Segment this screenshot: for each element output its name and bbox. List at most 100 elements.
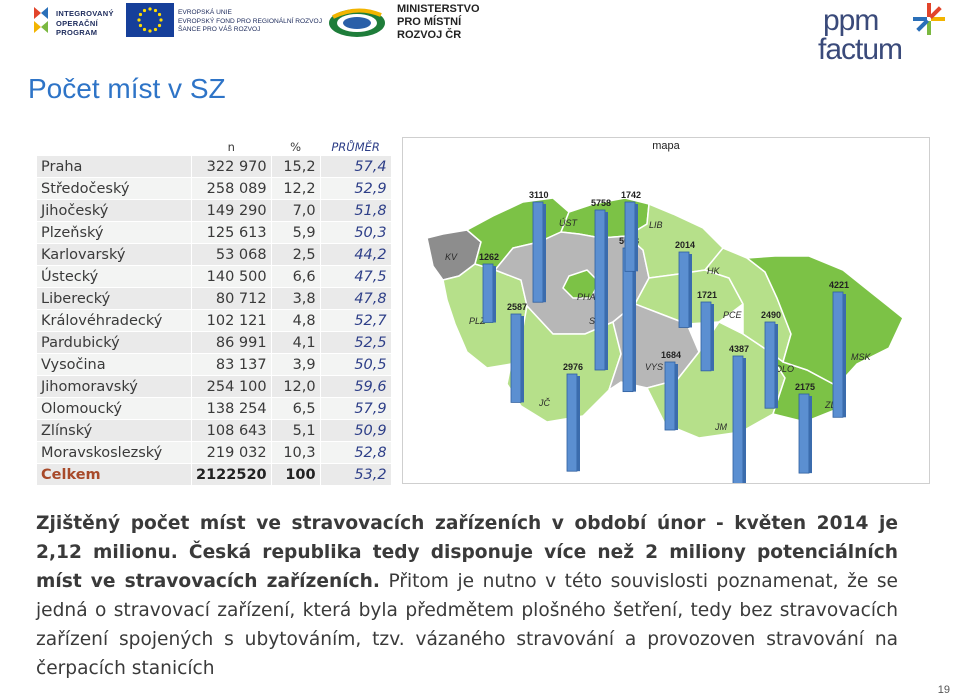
cell-region: Pardubický: [36, 331, 192, 354]
map-bar-value: 3110: [529, 190, 549, 200]
table-row: Ústecký 140 500 6,6 47,5: [36, 265, 392, 288]
map-bar: [732, 355, 744, 483]
map-bar: [624, 201, 636, 272]
cell-average: 57,4: [319, 155, 392, 178]
map-bar-side: [675, 364, 678, 431]
eu-star-icon: [157, 12, 162, 17]
cell-percent: 15,2: [270, 155, 321, 178]
table-row: Moravskoslezský 219 032 10,3 52,8: [36, 441, 392, 464]
map-region-code: JČ: [538, 398, 551, 408]
table-total-row: Celkem 2122520 100 53,2: [36, 463, 392, 486]
eu-star-icon: [138, 12, 143, 17]
map-region-code: ZLI: [824, 400, 839, 410]
map-bar: [764, 321, 776, 409]
summary-bold-text: Zjištěný počet míst ve stravovacích zaří…: [36, 513, 898, 592]
cell-n: 53 068: [191, 243, 272, 266]
cell-n: 108 643: [191, 419, 272, 442]
column-header-n: n: [191, 137, 272, 156]
ppm-factum-logo: ppm factum: [818, 2, 946, 66]
summary-normal-text: Přitom je nutno v této souvislosti pozna…: [36, 571, 898, 679]
table-row: Středočeský 258 089 12,2 52,9: [36, 177, 392, 200]
cell-n: 254 100: [191, 375, 272, 398]
table-row: Plzeňský 125 613 5,9 50,3: [36, 221, 392, 244]
eu-star-icon: [159, 18, 163, 22]
map-region-code: ÚST: [559, 218, 579, 228]
cell-average: 50,5: [319, 353, 392, 376]
map-region-code: LIB: [649, 220, 663, 230]
map-bar: [678, 251, 690, 328]
map-bar: [482, 263, 494, 323]
cell-region: Karlovarský: [36, 243, 192, 266]
mmr-logo-text: MINISTERSTVO PRO MÍSTNÍ ROZVOJ ČR: [397, 3, 480, 41]
map-bar-side: [635, 204, 638, 272]
eu-star-icon: [148, 7, 152, 11]
cell-region: Ústecký: [36, 265, 192, 288]
table-row: Olomoucký 138 254 6,5 57,9: [36, 397, 392, 420]
czech-map: KVPLZÚSTPHASTČLIBJČHKPCEVYSJMOLOZLIMSK 1…: [426, 190, 904, 483]
cell-average: 50,9: [319, 419, 392, 442]
cell-percent: 5,1: [270, 419, 321, 442]
page-number: 19: [937, 684, 950, 696]
mmr-swirl-icon: [329, 8, 385, 37]
total-percent: 100: [270, 463, 321, 486]
region-pha: [562, 269, 600, 299]
map-bar-side: [809, 396, 812, 474]
cell-percent: 6,6: [270, 265, 321, 288]
cell-percent: 5,9: [270, 221, 321, 244]
map-bar-value: 5758: [591, 198, 611, 208]
cell-n: 102 121: [191, 309, 272, 332]
column-header-percent: %: [270, 137, 321, 156]
cell-percent: 2,5: [270, 243, 321, 266]
map-bar-side: [605, 212, 608, 370]
cell-average: 52,7: [319, 309, 392, 332]
map-bar-value: 1742: [621, 190, 641, 200]
cell-average: 44,2: [319, 243, 392, 266]
cell-region: Vysočina: [36, 353, 192, 376]
ppm-star-icon: [913, 3, 945, 35]
cell-percent: 12,0: [270, 375, 321, 398]
cell-region: Olomoucký: [36, 397, 192, 420]
cell-region: Jihomoravský: [36, 375, 192, 398]
region-table: n % PRŮMĚR Praha 322 970 15,2 57,4 Středočes…: [36, 137, 392, 486]
map-region-code: KV: [445, 252, 458, 262]
map-region-code: PHA: [577, 292, 596, 302]
iop-mark-icon: [34, 7, 48, 33]
map-bar-side: [775, 324, 778, 409]
column-header-average: PRŮMĚR: [319, 137, 392, 156]
table-row: Pardubický 86 991 4,1 52,5: [36, 331, 392, 354]
table-row: Praha 322 970 15,2 57,4: [36, 155, 392, 178]
total-n: 2122520: [191, 463, 272, 486]
cell-percent: 4,8: [270, 309, 321, 332]
cell-n: 138 254: [191, 397, 272, 420]
map-bar: [832, 291, 844, 418]
cell-n: 322 970: [191, 155, 272, 178]
ppm-logo-text: ppm: [823, 4, 879, 37]
map-bar-side: [633, 250, 636, 392]
eu-star-icon: [142, 8, 147, 13]
cell-region: Liberecký: [36, 287, 192, 310]
cell-n: 86 991: [191, 331, 272, 354]
map-bar-value: 2587: [507, 302, 527, 312]
map-bar-value: 2490: [761, 310, 781, 320]
iop-logo: INTEGROVANÝ OPERAČNÍ PROGRAM: [34, 3, 114, 39]
map-bars: 1262258731105758503317422976201417211684…: [479, 190, 849, 483]
cell-average: 57,9: [319, 397, 392, 420]
map-bar-side: [743, 358, 746, 483]
cell-region: Jihočeský: [36, 199, 192, 222]
map-bar-side: [543, 204, 546, 303]
table-row: Liberecký 80 712 3,8 47,8: [36, 287, 392, 310]
cell-region: Plzeňský: [36, 221, 192, 244]
cell-n: 125 613: [191, 221, 272, 244]
cell-n: 83 137: [191, 353, 272, 376]
region-msk: [744, 255, 904, 387]
map-bar-value: 4221: [829, 280, 849, 290]
map-bar-side: [521, 316, 524, 403]
map-bar: [566, 373, 578, 472]
map-bar-value: 1262: [479, 252, 499, 262]
table-row: Karlovarský 53 068 2,5 44,2: [36, 243, 392, 266]
cell-region: Zlínský: [36, 419, 192, 442]
cell-average: 47,8: [319, 287, 392, 310]
cell-n: 149 290: [191, 199, 272, 222]
map-bar-value: 2976: [563, 362, 583, 372]
map-bar-side: [843, 294, 846, 418]
